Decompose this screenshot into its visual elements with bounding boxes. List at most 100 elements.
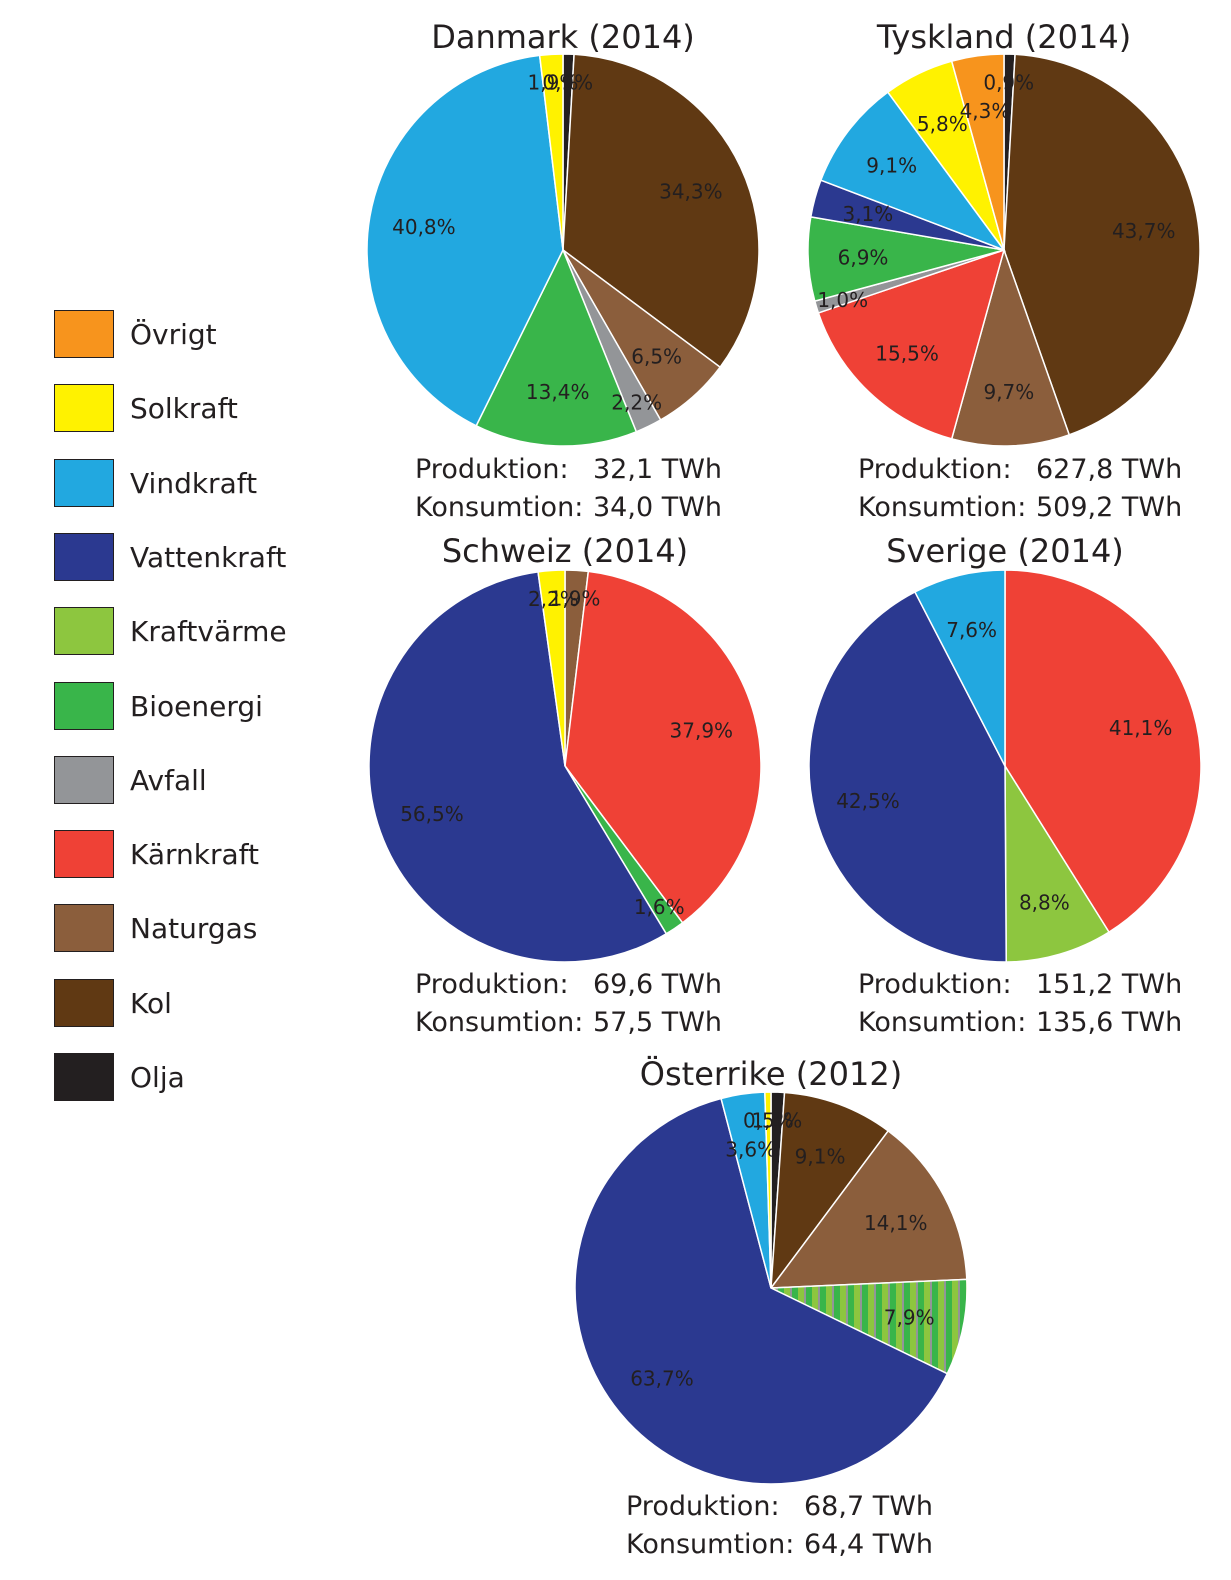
legend-swatch — [54, 1053, 114, 1101]
pie-chart: Schweiz (2014) 1,9% 37,9% 1,6% 56,5% 2,2% Prod… — [368, 532, 762, 1038]
pie-title: Österrike (2012) — [640, 1055, 902, 1093]
slice-label: 1,6% — [634, 895, 685, 919]
pie-title: Tyskland (2014) — [876, 18, 1131, 56]
legend-swatch — [54, 681, 114, 730]
slice-label: 37,9% — [670, 718, 734, 742]
legend-label: Kraftvärme — [130, 615, 287, 649]
slice-label: 6,9% — [838, 246, 889, 270]
slice-label: 9,1% — [866, 154, 917, 178]
legend-label: Vindkraft — [130, 466, 258, 500]
slice-label: 13,4% — [526, 380, 590, 404]
production-value: 68,7 TWh — [804, 1491, 933, 1522]
pie-slice — [1004, 763, 1111, 963]
slice-label: 63,7% — [630, 1367, 694, 1391]
slice-label: 40,8% — [392, 215, 456, 239]
slice-label: 0,9% — [983, 71, 1034, 95]
slice-label: 41,1% — [1109, 716, 1173, 740]
slice-label: 1,0% — [817, 288, 868, 312]
slice-label: 1,9% — [550, 587, 601, 611]
consumption-label: Konsumtion: — [858, 1007, 1026, 1038]
slice-label: 6,5% — [631, 345, 682, 369]
pie-chart: Tyskland (2014) 0,9% 43,7% 9,7% 15,5% 1,0% 6,9… — [807, 18, 1201, 523]
slice-label: 43,7% — [1112, 219, 1176, 243]
consumption-label: Konsumtion: — [858, 492, 1026, 523]
slice-label: 15,5% — [875, 342, 939, 366]
consumption-value: 57,5 TWh — [593, 1007, 722, 1038]
pie-slice — [562, 53, 760, 369]
pie-slice — [366, 54, 564, 427]
production-label: Produktion: — [626, 1491, 780, 1522]
legend-swatch — [54, 830, 114, 879]
consumption-value: 135,6 TWh — [1036, 1007, 1182, 1038]
slice-label: 9,7% — [983, 380, 1034, 404]
pie-slice — [538, 53, 564, 251]
legend-swatch — [54, 384, 114, 433]
pie-slice — [808, 590, 1007, 963]
pie-slice — [913, 569, 1006, 767]
slice-label: 7,6% — [946, 618, 997, 642]
pie-chart: Österrike (2012) 1,1% 9,1% 14,1% 7,9% 63,7% 3,… — [574, 1055, 968, 1560]
slice-label: 34,3% — [659, 179, 723, 203]
consumption-value: 509,2 TWh — [1036, 492, 1182, 523]
pie-title: Sverige (2014) — [886, 532, 1124, 570]
production-label: Produktion: — [858, 454, 1012, 485]
consumption-value: 34,0 TWh — [593, 492, 722, 523]
pie-slice — [564, 570, 762, 924]
legend-label: Solkraft — [130, 392, 238, 426]
slice-label: 0,5% — [743, 1108, 794, 1132]
pie-slice — [770, 1091, 890, 1291]
slice-label: 3,6% — [725, 1137, 776, 1161]
legend-swatch — [54, 458, 114, 507]
pie-slice — [574, 1097, 949, 1485]
pie-slice — [769, 1129, 968, 1289]
legend-label: Vattenkraft — [130, 540, 287, 574]
pie-title: Schweiz (2014) — [442, 532, 688, 570]
production-label: Produktion: — [858, 969, 1012, 1000]
legend-label: Övrigt — [130, 318, 217, 351]
pie-slice — [770, 1278, 968, 1375]
slice-label: 7,9% — [884, 1306, 935, 1330]
slice-label: 2,2% — [528, 587, 579, 611]
legend-label: Naturgas — [130, 912, 258, 946]
legend-swatch — [54, 607, 114, 656]
production-value: 151,2 TWh — [1036, 969, 1182, 1000]
pie-slice — [1003, 53, 1201, 436]
pie-slice — [368, 571, 668, 963]
legend-label: Kol — [130, 986, 172, 1020]
pie-title: Danmark (2014) — [431, 18, 695, 56]
slice-label: 14,1% — [864, 1211, 928, 1235]
pie-slice — [537, 569, 566, 767]
slice-label: 4,3% — [960, 99, 1011, 123]
production-value: 69,6 TWh — [593, 969, 722, 1000]
legend-swatch — [54, 310, 114, 358]
slice-label: 3,1% — [842, 202, 893, 226]
slice-label: 9,1% — [795, 1145, 846, 1169]
consumption-label: Konsumtion: — [415, 1007, 583, 1038]
production-value: 32,1 TWh — [593, 454, 722, 485]
slice-label: 42,5% — [836, 789, 900, 813]
legend-label: Kärnkraft — [130, 838, 260, 872]
consumption-label: Konsumtion: — [415, 492, 583, 523]
legend-label: Olja — [130, 1061, 185, 1094]
slice-label: 1,9% — [528, 71, 579, 95]
pie-slice — [950, 53, 1005, 251]
pie-slice — [950, 247, 1071, 447]
slice-label: 0,9% — [542, 71, 593, 95]
pie-chart: Danmark (2014) 0,9% 34,3% 6,5% 2,2% 13,4% 40,8… — [366, 18, 760, 523]
production-value: 627,8 TWh — [1036, 454, 1182, 485]
slice-label: 8,8% — [1019, 891, 1070, 915]
pie-slice — [764, 1091, 772, 1289]
slice-label: 56,5% — [400, 802, 464, 826]
legend-swatch — [54, 755, 114, 804]
slice-label: 5,8% — [917, 112, 968, 136]
production-label: Produktion: — [415, 454, 569, 485]
production-label: Produktion: — [415, 969, 569, 1000]
pie-chart: Sverige (2014) 41,1% 8,8% 42,5% 7,6% Produkti… — [808, 532, 1202, 1038]
legend-swatch — [54, 904, 114, 953]
pie-slice — [1004, 569, 1202, 934]
pie-slice — [819, 91, 1007, 252]
legend-label: Bioenergi — [130, 689, 263, 723]
consumption-value: 64,4 TWh — [804, 1529, 933, 1560]
consumption-label: Konsumtion: — [626, 1529, 794, 1560]
